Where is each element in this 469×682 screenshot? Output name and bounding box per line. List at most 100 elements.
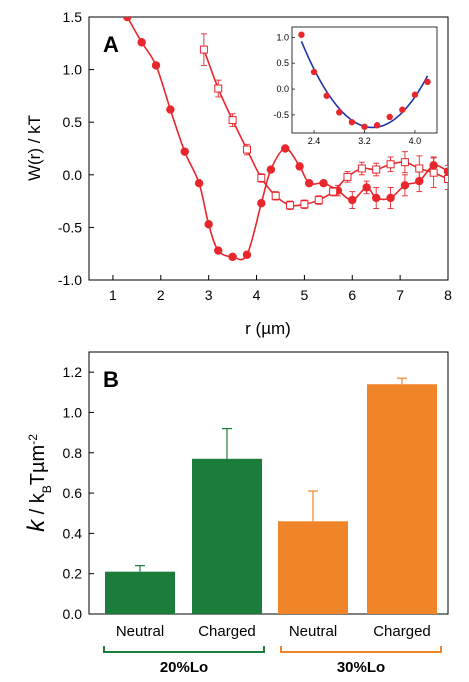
inset-y-tick-label: 0.0 xyxy=(276,84,289,94)
series-1-point xyxy=(400,181,410,190)
inset-y-tick-label: -0.5 xyxy=(273,110,289,120)
series-1-point xyxy=(123,17,132,22)
y-tick-label: 1.0 xyxy=(63,404,83,420)
series-2-point xyxy=(214,84,223,93)
x-tick-label: 1 xyxy=(109,287,117,303)
series-2-point xyxy=(444,175,448,184)
x-tick-label: 2 xyxy=(157,287,165,303)
series-1-point xyxy=(228,252,237,262)
category-label: Charged xyxy=(198,623,256,640)
group-label: 30%Lo xyxy=(337,659,385,676)
bar-neutral-30lo xyxy=(278,521,348,614)
y-tick-label: 1.2 xyxy=(63,364,83,380)
series-1-point xyxy=(348,195,357,205)
panel-b-plot-frame xyxy=(88,351,449,615)
series-2-point xyxy=(343,172,352,181)
y-tick-label: 1.5 xyxy=(63,9,83,25)
inset-y-tick-label: 0.5 xyxy=(276,58,289,68)
series-1-point xyxy=(372,193,381,203)
inset-point xyxy=(336,109,343,116)
series-2-point xyxy=(271,191,280,200)
series-2-point xyxy=(242,145,251,154)
y-tick-label: 0.5 xyxy=(63,114,83,130)
category-label: Charged xyxy=(373,623,431,640)
series-1-point xyxy=(386,193,395,203)
panel-a-x-axis-label: r (µm) xyxy=(245,319,291,338)
series-1-point xyxy=(151,61,161,70)
series-1-point xyxy=(204,220,213,229)
series-1-point xyxy=(295,162,304,171)
series-1-point xyxy=(362,183,371,192)
bar-charged-30lo xyxy=(367,384,437,614)
group-bracket xyxy=(280,646,442,653)
series-1-point xyxy=(281,144,290,153)
y-tick-label: 1.0 xyxy=(63,62,83,78)
inset-point xyxy=(399,106,406,113)
series-2-point xyxy=(300,200,309,209)
series-2-point xyxy=(357,164,366,173)
inset-point xyxy=(411,91,419,98)
panel-a-y-axis-label: W(r) / kT xyxy=(25,115,44,181)
panel-a-label: A xyxy=(103,32,119,57)
bar-neutral-20lo xyxy=(105,571,175,614)
x-tick-label: 3 xyxy=(205,287,213,303)
series-2-point xyxy=(199,45,208,54)
series-2-point xyxy=(400,158,409,167)
y-tick-label: -0.5 xyxy=(58,219,82,235)
inset-y-tick-label: 1.0 xyxy=(276,32,289,42)
series-1-point xyxy=(266,165,276,174)
inset-point xyxy=(361,123,368,130)
series-1-point xyxy=(257,199,266,208)
series-2-point xyxy=(228,116,237,125)
series-1-point xyxy=(304,179,314,188)
inset-point xyxy=(348,118,356,126)
group-label: 20%Lo xyxy=(160,659,208,676)
series-1-point xyxy=(166,105,175,114)
series-2-point xyxy=(429,168,438,177)
inset-point xyxy=(298,31,305,38)
category-label: Neutral xyxy=(289,623,337,640)
inset-point xyxy=(386,113,393,121)
series-2-point xyxy=(415,164,424,173)
panel-b-label: B xyxy=(103,367,119,392)
series-2-point xyxy=(314,196,323,205)
inset-point xyxy=(373,122,381,129)
category-label: Neutral xyxy=(116,623,164,640)
panel-a-line-chart: -1.0 -0.5 0.0 0.5 1.0 1.5 1 2 3 4 5 6 7 8 A r (µm) W… xyxy=(25,9,452,338)
series-1-point xyxy=(214,246,223,255)
series-1-point xyxy=(194,179,204,188)
series-1-point xyxy=(242,250,252,259)
panel-a-plot-frame xyxy=(88,16,449,281)
inset-x-tick-label: 3.2 xyxy=(358,136,371,146)
y-tick-label: 0.6 xyxy=(63,485,83,501)
inset-frame xyxy=(291,26,438,134)
y-tick-label: 0.8 xyxy=(63,445,83,461)
panel-a-inset-chart: -0.5 0.0 0.5 1.0 2.4 3.2 4.0 xyxy=(273,26,438,146)
series-1-point xyxy=(319,179,328,188)
x-tick-label: 7 xyxy=(396,287,404,303)
y-tick-label: 0.4 xyxy=(63,525,83,541)
inset-x-tick-label: 2.4 xyxy=(308,136,321,146)
panel-b-bar-chart: 0.0 0.2 0.4 0.6 0.8 1.0 1.2 Neutral Charged Neut… xyxy=(23,351,449,676)
series-2-point xyxy=(286,201,295,210)
x-tick-label: 8 xyxy=(444,287,452,303)
inset-x-tick-label: 4.0 xyxy=(409,136,422,146)
inset-point xyxy=(323,92,330,99)
series-1-point xyxy=(137,38,146,47)
y-tick-label: 0.0 xyxy=(63,606,83,622)
series-1-point xyxy=(443,167,448,176)
series-2-point xyxy=(329,187,338,196)
x-tick-label: 4 xyxy=(253,287,261,303)
series-2-point xyxy=(386,160,395,169)
series-1-point xyxy=(180,147,189,156)
x-tick-label: 6 xyxy=(348,287,356,303)
group-bracket xyxy=(103,646,265,653)
series-2-point xyxy=(257,173,266,182)
inset-point xyxy=(424,78,431,86)
panel-b-y-axis-label: k / kBTµm-2 xyxy=(23,434,54,532)
y-tick-label: -1.0 xyxy=(58,272,82,288)
x-tick-label: 5 xyxy=(301,287,309,303)
series-2-point xyxy=(372,165,381,174)
panel-a-series-group xyxy=(123,17,448,262)
